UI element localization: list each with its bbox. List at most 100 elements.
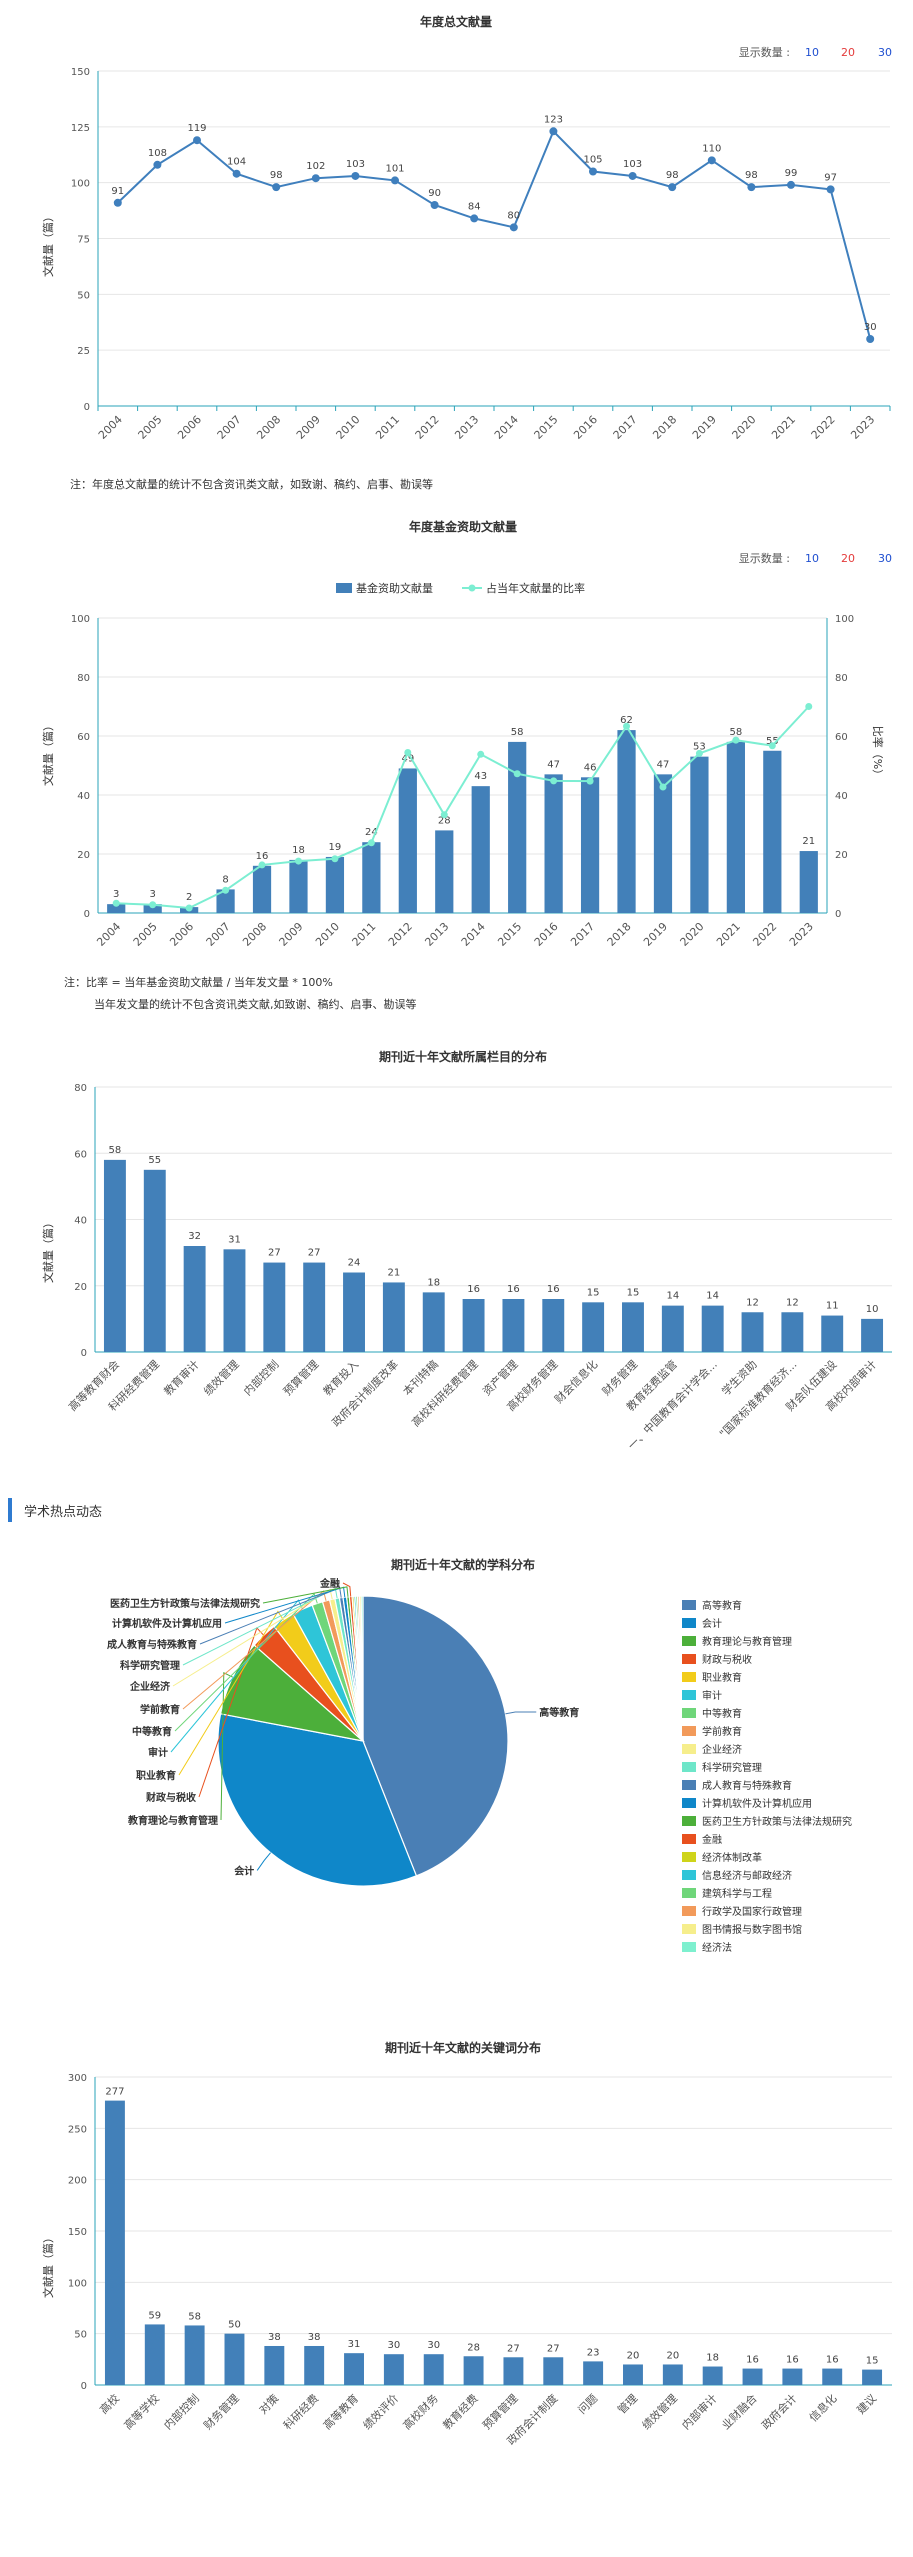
ratio-point: [732, 736, 740, 744]
legend-label-line[interactable]: 占当年文献量的比率: [486, 581, 585, 595]
y2-tick-label: 100: [835, 614, 854, 625]
legend-label: 医药卫生方针政策与法律法规研究: [702, 1815, 852, 1828]
y2-tick-label: 80: [835, 673, 848, 684]
x-tick-label: 信息化: [806, 2391, 839, 2424]
bar: [423, 2354, 444, 2385]
legend-swatch-bar[interactable]: [336, 583, 352, 593]
legend-swatch: [682, 1618, 696, 1628]
ratio-point: [805, 703, 813, 710]
bar: [325, 856, 345, 913]
chart-annual-total: 年度总文献量 显示数量 : 10 20 30 文献量（篇） 0 25 50 75 100…: [41, 14, 892, 442]
y-tick-label: 100: [71, 179, 90, 190]
data-label: 101: [385, 163, 404, 174]
x-tick-label: 2016: [571, 413, 600, 442]
y-tick-label: 20: [74, 1282, 87, 1293]
legend-label: 教育理论与教育管理: [702, 1635, 792, 1648]
legend-label: 行政学及国家行政管理: [702, 1905, 802, 1918]
pie-slice-label: 中等教育: [132, 1725, 172, 1738]
legend-label: 信息经济与邮政经济: [702, 1869, 792, 1882]
data-label: 43: [474, 771, 487, 782]
data-label: 62: [620, 715, 633, 726]
bar: [143, 904, 162, 913]
x-tick-label: 高校财务: [400, 2391, 441, 2432]
bar: [289, 859, 308, 913]
display-count-30[interactable]: 30: [878, 46, 892, 59]
data-label: 50: [228, 2320, 241, 2331]
legend-swatch: [682, 1636, 696, 1646]
data-label: 110: [702, 143, 721, 154]
bar: [107, 904, 126, 913]
legend-swatch: [682, 1744, 696, 1754]
ratio-point: [185, 904, 193, 912]
bar: [799, 851, 818, 913]
x-tick-label: 本刊特稿: [400, 1357, 441, 1398]
legend-label: 中等教育: [702, 1707, 742, 1720]
bar: [263, 1262, 286, 1352]
data-label: 20: [666, 2350, 679, 2361]
bar: [398, 768, 417, 913]
data-label: 97: [824, 172, 837, 183]
bar: [583, 2361, 604, 2385]
ratio-point: [659, 783, 667, 791]
bar: [623, 2364, 643, 2385]
chart-title: 年度基金资助文献量: [409, 519, 517, 534]
x-tick-label: 2007: [204, 920, 233, 949]
bar: [304, 2345, 325, 2385]
bar: [252, 865, 272, 913]
pie-leader-line: [174, 1592, 318, 1732]
pie-leader-line: [220, 1672, 234, 1821]
data-point: [113, 198, 122, 207]
data-label: 27: [308, 1248, 321, 1259]
x-tick-label: 2019: [690, 413, 719, 442]
y-tick-label: 100: [68, 2278, 87, 2289]
bar: [661, 1305, 684, 1352]
data-label: 47: [547, 759, 560, 770]
legend-swatch: [682, 1798, 696, 1808]
x-tick-label: 教育审计: [161, 1357, 202, 1398]
bar: [544, 774, 563, 913]
legend-label: 金融: [702, 1833, 722, 1846]
legend-swatch: [682, 1690, 696, 1700]
pie-slice-label: 计算机软件及计算机应用: [112, 1617, 222, 1630]
data-label: 277: [105, 2087, 124, 2098]
data-label: 49: [401, 753, 414, 764]
data-label: 18: [706, 2353, 719, 2364]
data-label: 91: [111, 186, 124, 197]
y-tick-label: 40: [74, 1216, 87, 1227]
ratio-point: [149, 901, 157, 909]
x-tick-label: 2016: [532, 920, 561, 949]
y-tick-label: 0: [81, 1348, 87, 1359]
bar: [343, 1272, 365, 1352]
data-label: 16: [746, 2355, 759, 2366]
x-tick-label: 2014: [492, 413, 521, 442]
display-count-20[interactable]: 20: [841, 46, 855, 59]
display-count-30[interactable]: 30: [878, 552, 892, 565]
x-tick-label: 2012: [413, 413, 442, 442]
x-tick-label: 2007: [215, 413, 244, 442]
legend-label: 高等教育: [702, 1599, 742, 1612]
data-label: 103: [346, 159, 365, 170]
data-point: [232, 169, 241, 178]
pie-slice-label: 教育理论与教育管理: [127, 1814, 218, 1827]
display-count-label: 显示数量 :: [739, 46, 790, 59]
data-label: 23: [587, 2347, 600, 2358]
display-count-20[interactable]: 20: [841, 552, 855, 565]
pie-slice-label: 高等教育: [539, 1706, 579, 1719]
x-tick-label: 2008: [240, 920, 269, 949]
section-title: 学术热点动态: [24, 1504, 103, 1520]
legend-swatch: [682, 1888, 696, 1898]
x-tick-label: 绩效管理: [639, 2391, 680, 2432]
bar: [742, 2368, 763, 2385]
pie-leader-line: [505, 1711, 537, 1715]
y-tick-label: 40: [77, 791, 90, 802]
pie-leader-line: [256, 1852, 271, 1871]
display-count-10[interactable]: 10: [805, 552, 819, 565]
legend-swatch: [682, 1654, 696, 1664]
legend-label: 建筑科学与工程: [702, 1887, 772, 1900]
data-point: [866, 335, 875, 343]
data-label: 38: [268, 2332, 281, 2343]
data-label: 28: [438, 815, 451, 826]
data-label: 47: [657, 759, 670, 770]
legend-label-bar[interactable]: 基金资助文献量: [356, 581, 433, 595]
display-count-10[interactable]: 10: [805, 46, 819, 59]
